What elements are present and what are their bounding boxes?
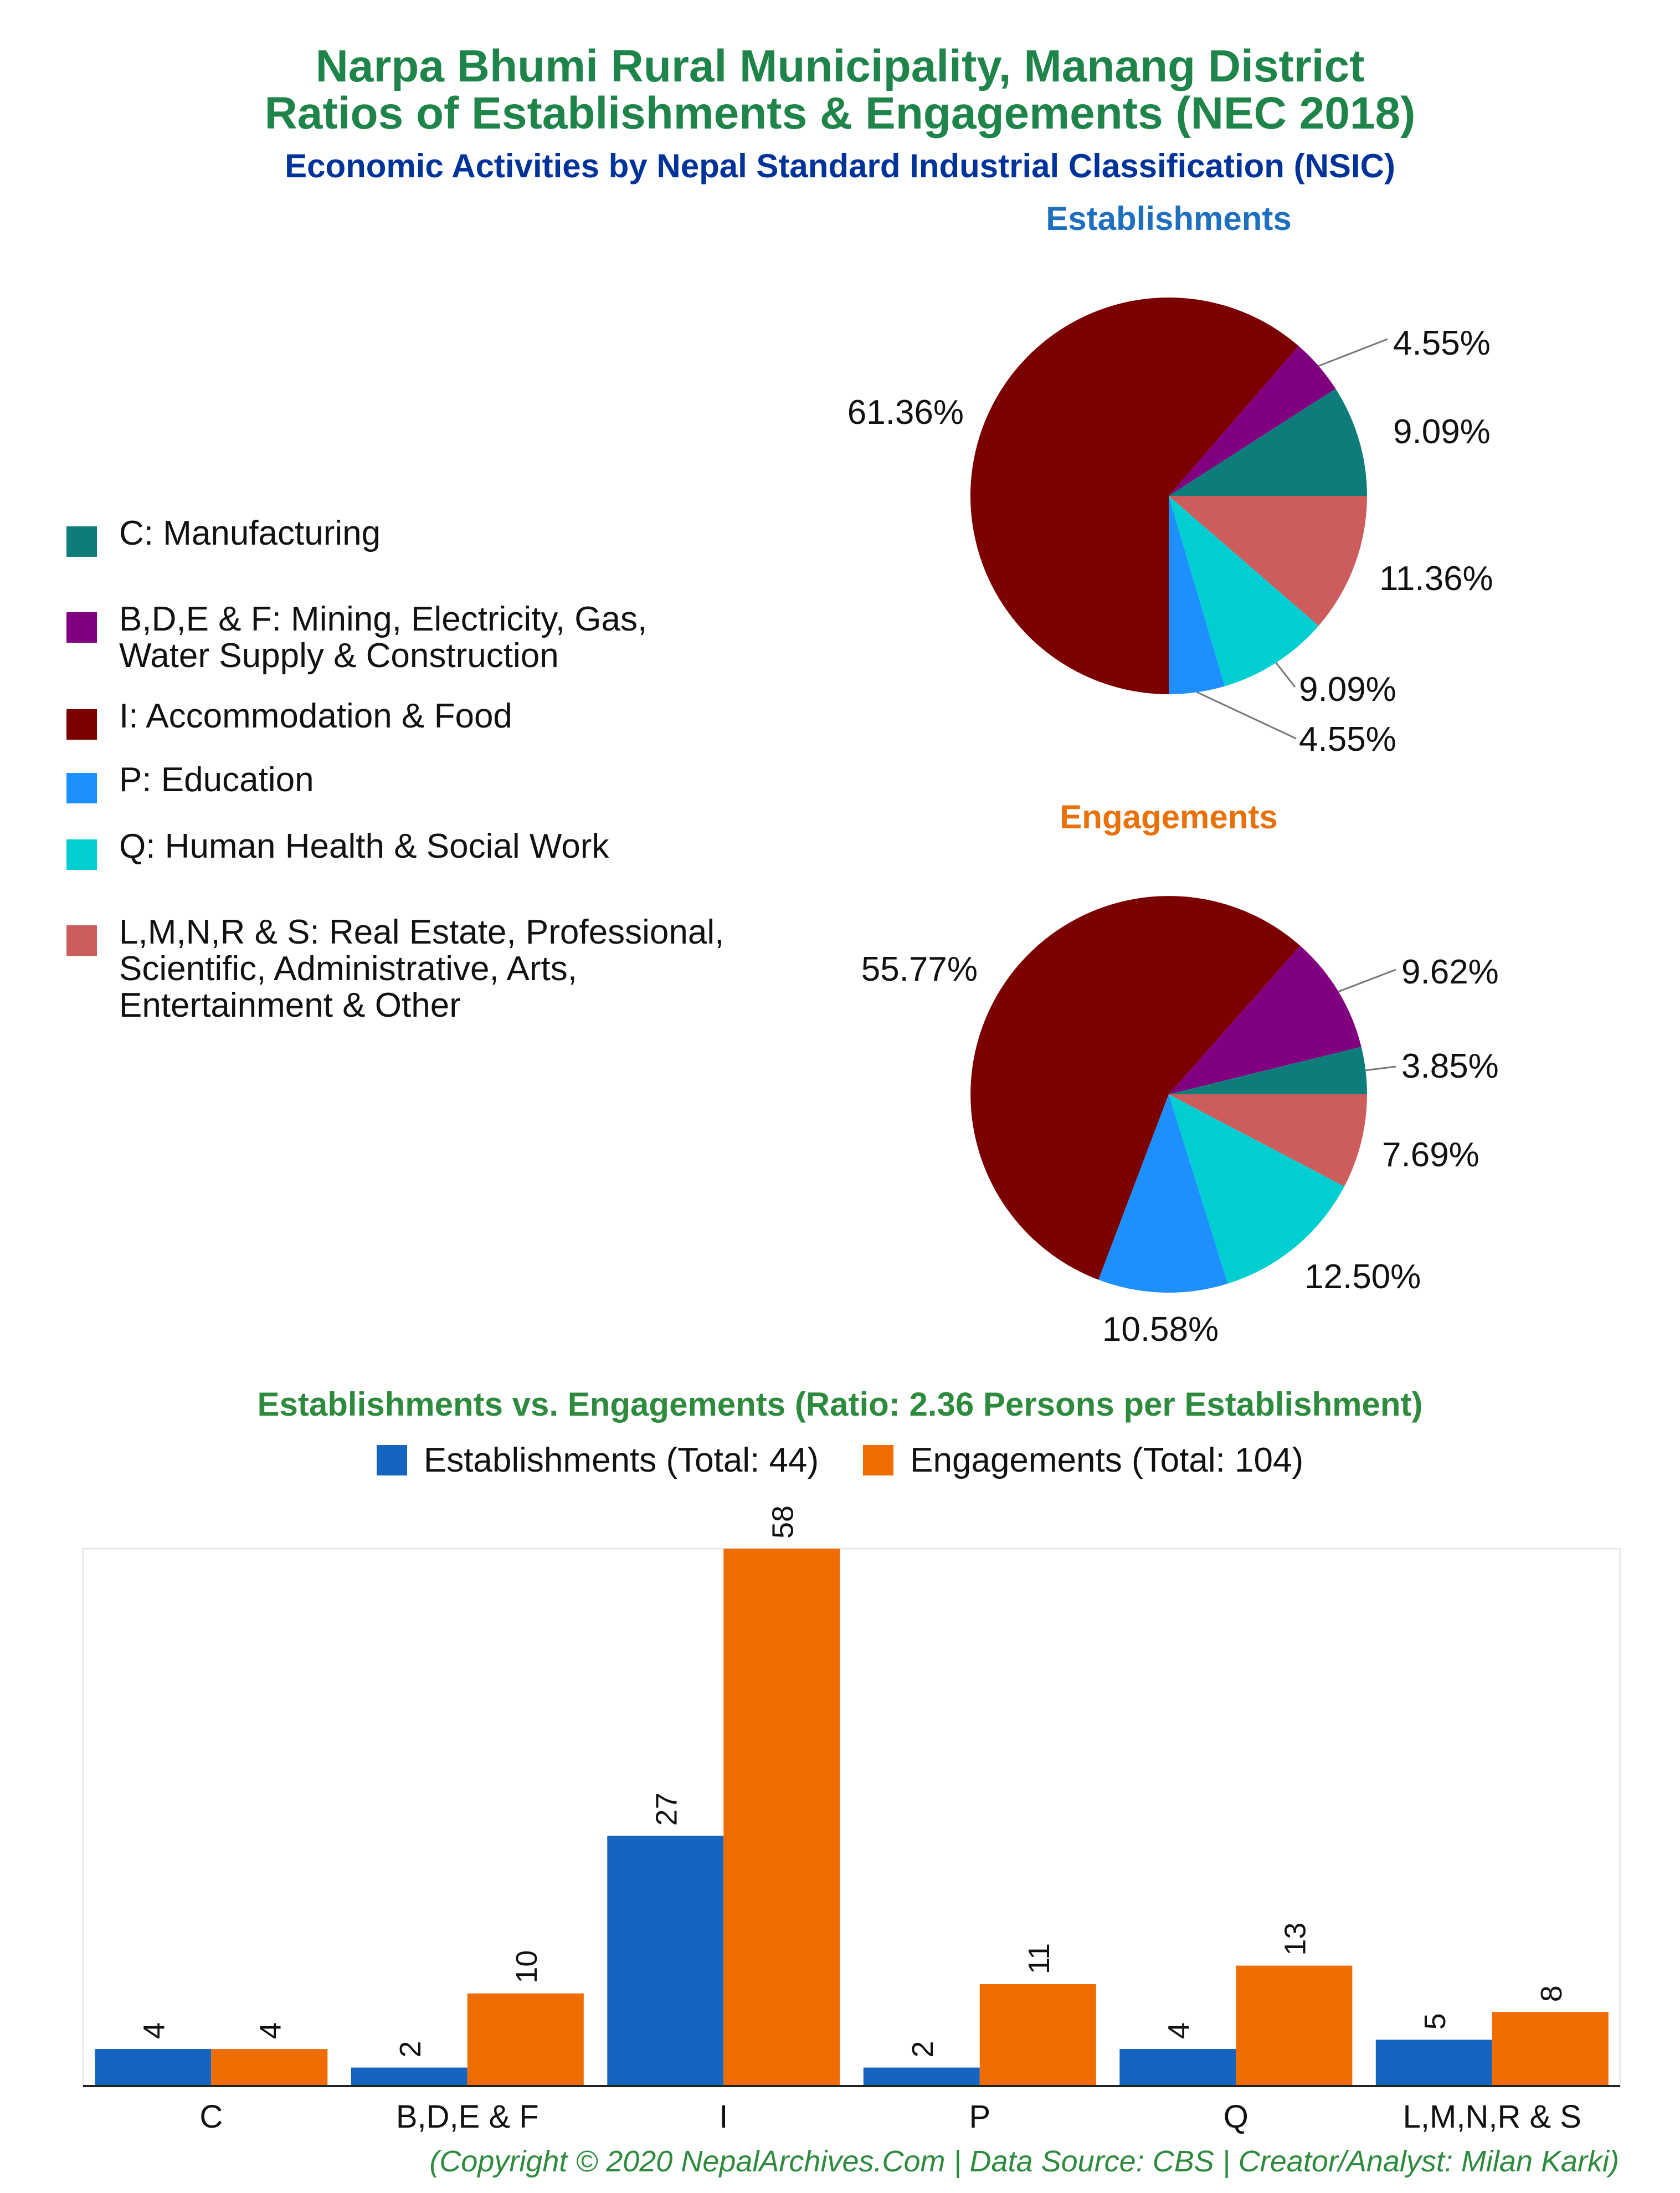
pie-slice-label: 9.09% [1299, 670, 1396, 709]
bar [979, 1984, 1096, 2086]
bar-value-label: 8 [1535, 1985, 1568, 2002]
bar [1492, 2012, 1609, 2086]
pie-slice [1169, 945, 1362, 1094]
pie-slice [970, 298, 1299, 694]
legend-label: C: Manufacturing [119, 514, 381, 552]
pie-slice [970, 896, 1301, 1280]
pie-leader-line [1338, 969, 1396, 993]
legend-label: L,M,N,R & S: Real Estate, Professional, … [119, 913, 725, 1024]
pie-leader-line [1196, 691, 1297, 740]
legend-item-q: Q: Human Health & Social Work [66, 828, 609, 870]
bar-legend-label: Engagements (Total: 104) [910, 1441, 1304, 1479]
legend-swatch [66, 773, 97, 803]
plot-frame [82, 1548, 1621, 2087]
x-tick-label: Q [1224, 2099, 1249, 2135]
bar [95, 2049, 212, 2086]
pie-slice-label: 4.55% [1299, 720, 1396, 759]
pie-slice-label: 4.55% [1393, 324, 1491, 362]
bar-value-label: 4 [1162, 2022, 1195, 2039]
legend-swatch [66, 526, 97, 557]
bar-legend-swatch [376, 1445, 407, 1475]
bar [1375, 2040, 1492, 2086]
pie-slice [1169, 1047, 1367, 1094]
x-tick-label: P [969, 2099, 990, 2135]
x-tick-label: B,D,E & F [396, 2099, 539, 2135]
footer-credit: (Copyright © 2020 NepalArchives.Com | Da… [429, 2145, 1619, 2178]
pie-slice-label: 55.77% [861, 950, 978, 988]
pie-slice [1169, 1094, 1367, 1187]
legend-swatch [66, 925, 97, 956]
establishments-pie-title: Establishments [1046, 200, 1292, 237]
bar-legend-label: Establishments (Total: 44) [423, 1441, 819, 1479]
pie-leader-line [1365, 1065, 1396, 1072]
x-tick-label: C [199, 2099, 223, 2135]
establishments-pie: 9.09% 4.55% 61.36% 4.55% 9.09% 11.36% [847, 298, 1493, 759]
pie-slice-label: 7.69% [1382, 1136, 1479, 1174]
pie-slice [1169, 388, 1367, 496]
bar-legend-establishments: Establishments (Total: 44) [376, 1441, 819, 1480]
bar [211, 2049, 328, 2086]
pie-slice-label: 11.36% [1379, 560, 1493, 598]
bar-legend-swatch [863, 1445, 894, 1475]
pie-slice [1169, 496, 1367, 626]
bar [723, 1549, 840, 2086]
pie-slice-label: 3.85% [1401, 1047, 1499, 1085]
pie-slice-label: 12.50% [1304, 1258, 1421, 1296]
legend-item-p: P: Education [66, 762, 314, 803]
pie-slice-label: 10.58% [1102, 1310, 1219, 1349]
legend-swatch [66, 839, 97, 870]
legend-swatch [66, 709, 97, 740]
bar-value-label: 2 [394, 2041, 427, 2058]
bar [607, 1836, 724, 2086]
legend-item-c: C: Manufacturing [66, 515, 381, 557]
pie-leader-line [1318, 338, 1388, 367]
bar [1236, 1965, 1353, 2086]
pie-slice [1169, 496, 1319, 686]
main-title-line-1: Narpa Bhumi Rural Municipality, Manang D… [315, 41, 1365, 91]
pie-slice [1169, 1094, 1344, 1284]
x-tick-label: L,M,N,R & S [1403, 2099, 1581, 2135]
x-tick-label: I [719, 2099, 728, 2135]
bar-value-label: 10 [510, 1950, 543, 1984]
legend-label: B,D,E & F: Mining, Electricity, Gas, Wat… [119, 600, 648, 675]
bar-value-label: 4 [137, 2022, 171, 2039]
pie-slice-label: 61.36% [847, 393, 964, 432]
bar-value-label: 13 [1278, 1923, 1312, 1956]
bar-value-label: 4 [254, 2022, 287, 2039]
engagements-pie-title: Engagements [1060, 798, 1278, 836]
bar-chart-legend: Establishments (Total: 44) Engagements (… [0, 1441, 1680, 1480]
engagements-pie: 3.85% 9.62% 55.77% 10.58% 12.50% 7.69% [861, 896, 1499, 1349]
legend-swatch [66, 612, 97, 643]
legend-item-bdef: B,D,E & F: Mining, Electricity, Gas, Wat… [66, 601, 647, 674]
bar [467, 1993, 584, 2086]
bar [1119, 2049, 1236, 2086]
bar-value-label: 2 [906, 2041, 939, 2058]
legend-label: P: Education [119, 761, 314, 799]
bar-value-label: 58 [766, 1505, 799, 1539]
pie-slice [1169, 496, 1225, 694]
bar-value-label: 5 [1419, 2013, 1452, 2030]
pie-slice-label: 9.09% [1393, 413, 1491, 451]
bar [863, 2067, 980, 2086]
bar-legend-engagements: Engagements (Total: 104) [863, 1441, 1303, 1480]
pie-leader-line [1275, 662, 1296, 688]
bar-value-label: 11 [1023, 1943, 1056, 1974]
bar-value-label: 27 [650, 1792, 683, 1826]
bar [351, 2067, 467, 2086]
main-title-line-2: Ratios of Establishments & Engagements (… [264, 88, 1416, 139]
pie-slice-label: 9.62% [1401, 953, 1499, 991]
subtitle: Economic Activities by Nepal Standard In… [285, 147, 1395, 185]
legend-label: I: Accommodation & Food [119, 697, 512, 735]
legend-item-lmnrs: L,M,N,R & S: Real Estate, Professional, … [66, 914, 724, 1024]
pie-slice [1169, 346, 1336, 496]
bar-chart-title: Establishments vs. Engagements (Ratio: 2… [257, 1386, 1423, 1423]
pie-slice [1098, 1094, 1228, 1293]
legend-item-i: I: Accommodation & Food [66, 698, 512, 740]
legend-label: Q: Human Health & Social Work [119, 827, 609, 865]
